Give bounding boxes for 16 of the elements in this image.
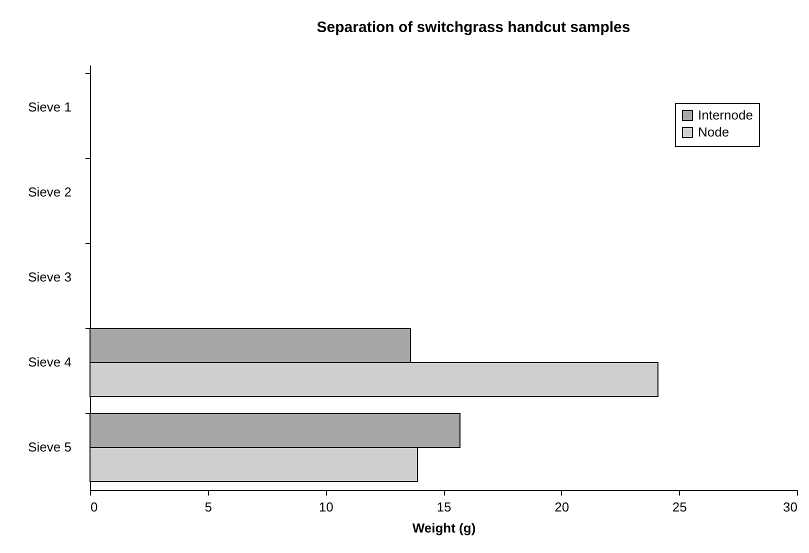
chart-title: Separation of switchgrass handcut samples bbox=[316, 19, 630, 36]
y-tick-label: Sieve 3 bbox=[28, 270, 72, 284]
y-tick-label: Sieve 1 bbox=[28, 100, 72, 114]
x-tick-label: 5 bbox=[204, 500, 212, 514]
legend-label: Internode bbox=[698, 108, 753, 122]
x-tick-label: 15 bbox=[436, 500, 452, 514]
y-tick-label: Sieve 5 bbox=[28, 440, 72, 454]
x-tick-label: 10 bbox=[318, 500, 334, 514]
x-tick-label: 30 bbox=[783, 500, 798, 514]
x-axis-title: Weight (g) bbox=[412, 520, 476, 536]
legend-label: Node bbox=[698, 124, 730, 140]
x-tick-label: 0 bbox=[90, 500, 98, 514]
y-tick-label: Sieve 2 bbox=[28, 184, 72, 200]
x-tick-label: 20 bbox=[554, 500, 570, 514]
x-tick-label: 25 bbox=[672, 500, 687, 514]
y-tick-label: Sieve 4 bbox=[28, 354, 72, 370]
